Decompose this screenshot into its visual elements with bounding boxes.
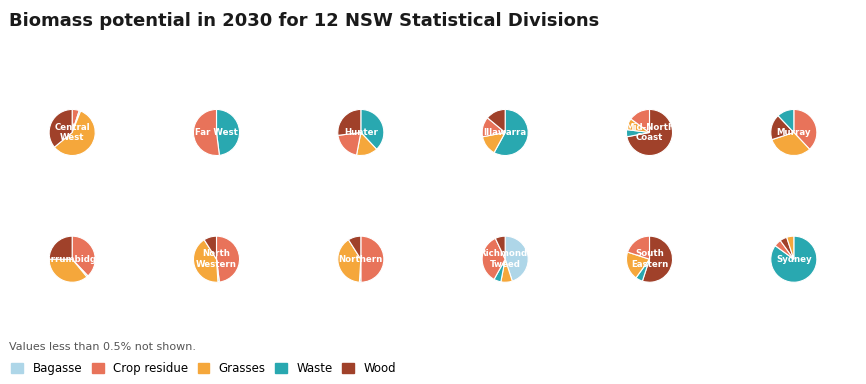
Text: Mid-North
Coast: Mid-North Coast (625, 123, 674, 142)
Wedge shape (49, 259, 87, 282)
Wedge shape (630, 109, 650, 132)
Wedge shape (193, 109, 219, 156)
Wedge shape (338, 240, 361, 282)
Wedge shape (501, 259, 513, 282)
Text: Hunter: Hunter (344, 128, 378, 137)
Wedge shape (643, 236, 673, 282)
Wedge shape (494, 109, 528, 156)
Wedge shape (49, 236, 72, 259)
Wedge shape (361, 236, 384, 282)
Wedge shape (771, 116, 794, 140)
Wedge shape (338, 109, 361, 136)
Text: Biomass potential in 2030 for 12 NSW Statistical Divisions: Biomass potential in 2030 for 12 NSW Sta… (9, 12, 599, 30)
Wedge shape (495, 236, 505, 259)
Wedge shape (55, 111, 95, 156)
Text: Murrumbidgee: Murrumbidgee (36, 255, 108, 264)
Wedge shape (494, 259, 505, 282)
Wedge shape (626, 129, 650, 137)
Wedge shape (359, 259, 361, 282)
Wedge shape (772, 132, 810, 156)
Text: Murray: Murray (777, 128, 811, 137)
Wedge shape (357, 132, 377, 156)
Wedge shape (627, 119, 650, 132)
Wedge shape (204, 236, 216, 259)
Wedge shape (626, 252, 650, 278)
Wedge shape (775, 240, 794, 259)
Wedge shape (786, 236, 794, 259)
Wedge shape (488, 109, 505, 132)
Text: Central
West: Central West (55, 123, 90, 142)
Text: North
Western: North Western (196, 250, 237, 269)
Text: Northern: Northern (339, 255, 383, 264)
Wedge shape (482, 118, 505, 137)
Wedge shape (482, 132, 505, 153)
Wedge shape (216, 109, 240, 156)
Wedge shape (49, 109, 72, 147)
Wedge shape (780, 237, 794, 259)
Wedge shape (72, 111, 81, 132)
Wedge shape (636, 259, 650, 281)
Wedge shape (72, 109, 80, 132)
Legend: Bagasse, Crop residue, Grasses, Waste, Wood: Bagasse, Crop residue, Grasses, Waste, W… (10, 361, 397, 376)
Wedge shape (348, 236, 361, 259)
Wedge shape (193, 240, 218, 282)
Wedge shape (505, 236, 528, 281)
Text: Sydney: Sydney (776, 255, 811, 264)
Wedge shape (628, 236, 650, 259)
Text: Richmond-
Tweed: Richmond- Tweed (479, 250, 531, 269)
Text: Illawarra: Illawarra (483, 128, 527, 137)
Wedge shape (338, 132, 361, 155)
Wedge shape (627, 109, 673, 156)
Wedge shape (72, 259, 88, 277)
Wedge shape (771, 236, 817, 282)
Wedge shape (216, 236, 240, 282)
Wedge shape (778, 109, 794, 132)
Wedge shape (482, 238, 505, 280)
Text: Values less than 0.5% not shown.: Values less than 0.5% not shown. (9, 342, 196, 352)
Wedge shape (794, 109, 817, 149)
Wedge shape (361, 109, 384, 149)
Text: Far West: Far West (195, 128, 238, 137)
Wedge shape (216, 259, 219, 282)
Text: South
Eastern: South Eastern (630, 250, 669, 269)
Wedge shape (72, 236, 95, 276)
